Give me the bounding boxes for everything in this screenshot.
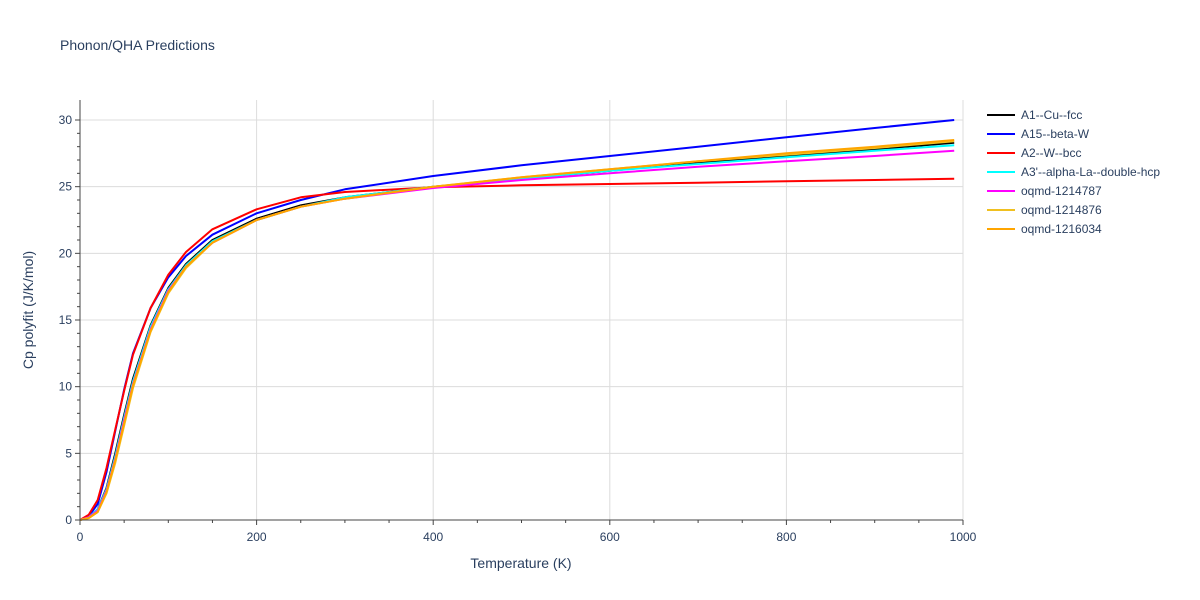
series-line-4 bbox=[79, 149, 955, 521]
series-line-2 bbox=[79, 177, 955, 521]
legend-label: oqmd-1216034 bbox=[1021, 222, 1102, 236]
legend-label: oqmd-1214787 bbox=[1021, 184, 1102, 198]
x-tick-label: 0 bbox=[77, 530, 84, 544]
legend-label: A15--beta-W bbox=[1021, 127, 1090, 141]
legend-item-2[interactable]: A2--W--bcc bbox=[987, 146, 1081, 160]
chart-title: Phonon/QHA Predictions bbox=[60, 37, 215, 53]
x-tick-label: 1000 bbox=[950, 530, 977, 544]
y-axis-title: Cp polyfit (J/K/mol) bbox=[20, 251, 36, 369]
legend-label: A3'--alpha-La--double-hcp bbox=[1021, 165, 1160, 179]
y-tick-label: 25 bbox=[59, 180, 73, 194]
series-line-3 bbox=[79, 144, 955, 521]
y-tick-label: 0 bbox=[65, 513, 72, 527]
legend[interactable]: A1--Cu--fcc A15--beta-W A2--W--bcc A3'--alp… bbox=[987, 108, 1160, 236]
series-line-6 bbox=[79, 139, 955, 521]
legend-item-6[interactable]: oqmd-1216034 bbox=[987, 222, 1102, 236]
legend-item-0[interactable]: A1--Cu--fcc bbox=[987, 108, 1082, 122]
legend-item-1[interactable]: A15--beta-W bbox=[987, 127, 1090, 141]
x-tick-label: 800 bbox=[776, 530, 796, 544]
legend-label: A1--Cu--fcc bbox=[1021, 108, 1082, 122]
y-tick-label: 20 bbox=[59, 246, 73, 260]
y-tick-label: 5 bbox=[65, 446, 72, 460]
x-tick-label: 200 bbox=[247, 530, 267, 544]
x-tick-label: 600 bbox=[600, 530, 620, 544]
grid bbox=[80, 100, 964, 520]
series-line-5 bbox=[79, 140, 955, 521]
legend-label: A2--W--bcc bbox=[1021, 146, 1081, 160]
legend-item-3[interactable]: A3'--alpha-La--double-hcp bbox=[987, 165, 1160, 179]
x-tick-label: 400 bbox=[423, 530, 443, 544]
y-tick-label: 15 bbox=[59, 313, 73, 327]
legend-item-4[interactable]: oqmd-1214787 bbox=[987, 184, 1102, 198]
x-axis-title: Temperature (K) bbox=[470, 555, 571, 571]
axes bbox=[75, 100, 964, 525]
series-group bbox=[79, 119, 955, 521]
legend-item-5[interactable]: oqmd-1214876 bbox=[987, 203, 1102, 217]
y-tick-label: 10 bbox=[59, 380, 73, 394]
y-tick-label: 30 bbox=[59, 113, 73, 127]
series-line-0 bbox=[79, 141, 955, 521]
legend-label: oqmd-1214876 bbox=[1021, 203, 1102, 217]
tick-labels: 0 200 400 600 800 1000 0 5 10 15 20 25 30 bbox=[59, 113, 977, 544]
